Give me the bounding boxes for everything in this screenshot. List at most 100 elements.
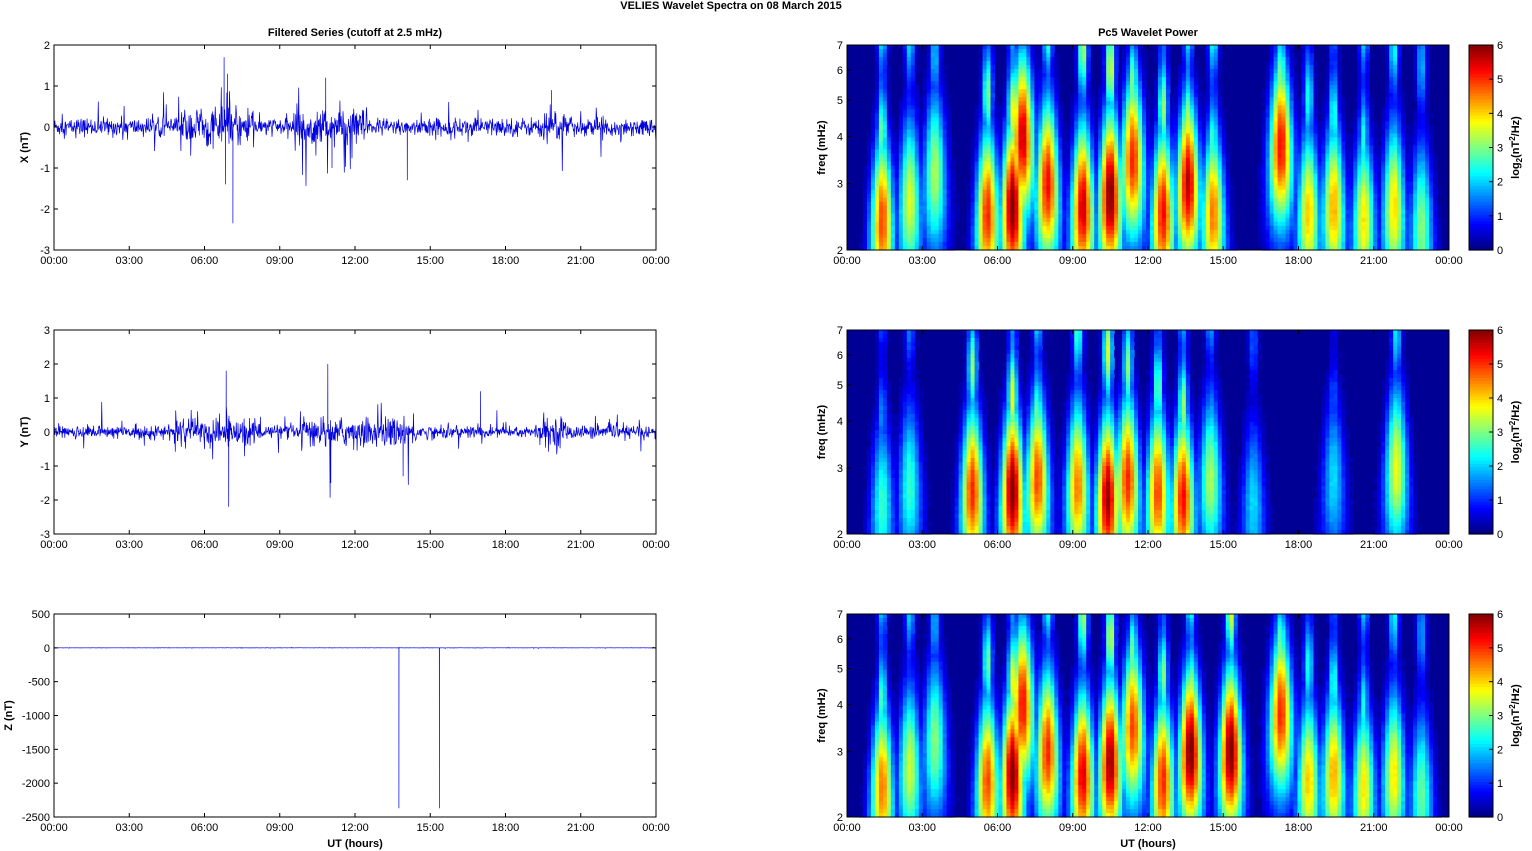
heatmap-cell	[947, 113, 952, 118]
heatmap-cell	[863, 166, 868, 171]
heatmap-cell	[1086, 113, 1091, 118]
heatmap-cell	[1038, 53, 1043, 58]
heatmap-cell	[923, 190, 928, 195]
heatmap-cell	[927, 202, 932, 207]
heatmap-cell	[1262, 89, 1267, 94]
heatmap-cell	[879, 113, 884, 118]
heatmap-cell	[1170, 93, 1175, 98]
heatmap-cell	[1321, 150, 1326, 155]
heatmap-cell	[1106, 65, 1111, 70]
heatmap-cell	[1226, 174, 1231, 179]
heatmap-cell	[1014, 93, 1019, 98]
heatmap-cell	[1290, 69, 1295, 74]
heatmap-cell	[927, 194, 932, 199]
heatmap-cell	[1006, 194, 1011, 199]
heatmap-cell	[999, 166, 1004, 171]
heatmap-cell	[927, 206, 932, 211]
heatmap-cell	[1126, 61, 1131, 66]
heatmap-cell	[1026, 105, 1031, 110]
heatmap-cell	[1126, 109, 1131, 114]
heatmap-cell	[1186, 93, 1191, 98]
heatmap-cell	[1018, 182, 1023, 187]
heatmap-cell	[1429, 137, 1434, 142]
heatmap-cell	[1098, 198, 1103, 203]
heatmap-cell	[1341, 125, 1346, 130]
heatmap-cell	[1218, 89, 1223, 94]
heatmap-cell	[875, 105, 880, 110]
heatmap-cell	[983, 162, 988, 167]
heatmap-cell	[1162, 210, 1167, 215]
y-tick-label: -1	[40, 461, 50, 473]
heatmap-cell	[939, 89, 944, 94]
heatmap-cell	[1178, 93, 1183, 98]
heatmap-cell	[1333, 65, 1338, 70]
heatmap-cell	[939, 158, 944, 163]
heatmap-cell	[947, 93, 952, 98]
heatmap-cell	[1262, 158, 1267, 163]
heatmap-cell	[1138, 166, 1143, 171]
heatmap-cell	[939, 194, 944, 199]
heatmap-cell	[923, 125, 928, 130]
heatmap-cell	[895, 170, 900, 175]
heatmap-cell	[1038, 113, 1043, 118]
heatmap-cell	[879, 198, 884, 203]
heatmap-cell	[1301, 97, 1306, 102]
heatmap-cell	[1270, 113, 1275, 118]
heatmap-cell	[911, 145, 916, 150]
heatmap-cell	[1006, 214, 1011, 219]
heatmap-cell	[1186, 166, 1191, 171]
heatmap-cell	[939, 73, 944, 78]
heatmap-cell	[1046, 57, 1051, 62]
heatmap-cell	[1074, 53, 1079, 58]
heatmap-cell	[879, 65, 884, 70]
heatmap-cell	[887, 182, 892, 187]
heatmap-cell	[1182, 85, 1187, 90]
heatmap-cell	[1214, 206, 1219, 211]
heatmap-cell	[1182, 81, 1187, 86]
x-tick-label: 00:00	[642, 539, 670, 551]
heatmap-cell	[1106, 77, 1111, 82]
heatmap-cell	[1226, 194, 1231, 199]
heatmap-cell	[1158, 113, 1163, 118]
heatmap-cell	[1178, 182, 1183, 187]
heatmap-cell	[1413, 133, 1418, 138]
heatmap-cell	[1082, 49, 1087, 54]
heatmap-cell	[1301, 89, 1306, 94]
heatmap-cell	[879, 45, 884, 50]
heatmap-cell	[911, 97, 916, 102]
heatmap-cell	[1333, 154, 1338, 159]
heatmap-cell	[995, 206, 1000, 211]
heatmap-cell	[1094, 178, 1099, 183]
heatmap-cell	[1134, 145, 1139, 150]
heatmap-cell	[891, 154, 896, 159]
heatmap-cell	[1357, 206, 1362, 211]
heatmap-cell	[979, 81, 984, 86]
heatmap-cell	[1182, 125, 1187, 130]
heatmap-cell	[1034, 133, 1039, 138]
heatmap-cell	[1122, 182, 1127, 187]
heatmap-cell	[1026, 97, 1031, 102]
heatmap-cell	[1365, 166, 1370, 171]
heatmap-cell	[1417, 190, 1422, 195]
heatmap-cell	[1110, 97, 1115, 102]
heatmap-cell	[943, 170, 948, 175]
heatmap-cell	[1154, 210, 1159, 215]
heatmap-cell	[1313, 194, 1318, 199]
heatmap-cell	[1114, 162, 1119, 167]
heatmap-cell	[1038, 166, 1043, 171]
heatmap-cell	[1030, 141, 1035, 146]
heatmap-cell	[1413, 61, 1418, 66]
heatmap-cell	[1218, 162, 1223, 167]
heatmap-cell	[1389, 65, 1394, 70]
heatmap-cell	[1174, 190, 1179, 195]
heatmap-cell	[1158, 150, 1163, 155]
x-tick-label: 21:00	[567, 255, 595, 267]
heatmap-cell	[935, 109, 940, 114]
heatmap-cell	[1405, 125, 1410, 130]
heatmap-cell	[1114, 154, 1119, 159]
heatmap-cell	[1058, 137, 1063, 142]
heatmap-cell	[1198, 129, 1203, 134]
heatmap-cell	[1333, 45, 1338, 50]
heatmap-cell	[1270, 174, 1275, 179]
heatmap-cell	[1413, 45, 1418, 50]
